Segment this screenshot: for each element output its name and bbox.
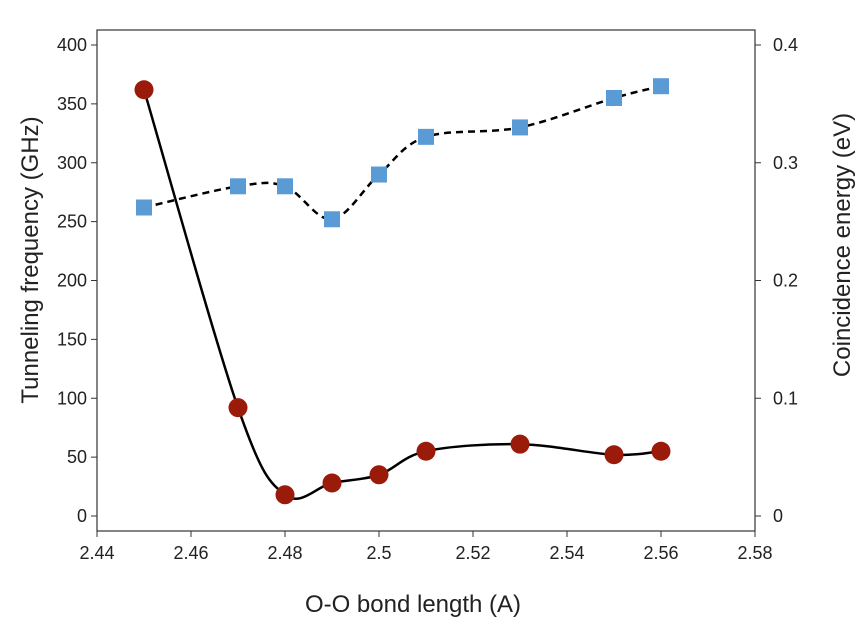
coincidence-energy-point: [512, 119, 528, 136]
left-axis-title: Tunneling frequency (GHz): [17, 116, 44, 403]
x-tick-label: 2.56: [643, 543, 678, 563]
left-tick-label: 100: [57, 388, 87, 408]
left-tick-label: 300: [57, 153, 87, 173]
x-tick-label: 2.54: [549, 543, 584, 563]
right-tick-label: 0: [773, 506, 783, 526]
right-tick-label: 0.4: [773, 35, 798, 55]
coincidence-energy-point: [324, 211, 340, 228]
tunneling-frequency-point: [416, 441, 436, 461]
tunneling-frequency-point: [134, 80, 154, 100]
coincidence-energy-point: [277, 178, 293, 195]
x-tick-label: 2.5: [366, 543, 391, 563]
tunneling-frequency-point: [604, 445, 624, 465]
tunneling-frequency-line: [142, 89, 662, 500]
right-tick-label: 0.3: [773, 153, 798, 173]
x-tick-label: 2.58: [737, 543, 772, 563]
tunneling-frequency-point: [275, 485, 295, 505]
tunneling-frequency-point: [369, 465, 389, 485]
x-axis-title: O-O bond length (A): [305, 591, 521, 618]
left-tick-label: 350: [57, 94, 87, 114]
left-tick-label: 50: [67, 447, 87, 467]
coincidence-energy-point: [371, 166, 387, 183]
x-axis-ticks: 2.44 2.46 2.48 2.5 2.52 2.54 2.56 2.58: [79, 531, 773, 563]
tunneling-frequency-point: [651, 441, 671, 461]
right-tick-label: 0.2: [773, 271, 798, 291]
left-tick-label: 0: [77, 506, 87, 526]
right-axis-ticks: 0 0.1 0.2 0.3 0.4: [755, 35, 798, 526]
tunneling-frequency-point: [228, 398, 248, 418]
series-layer: [134, 78, 671, 505]
coincidence-energy-point: [653, 78, 669, 95]
coincidence-energy-line: [143, 84, 662, 221]
x-tick-label: 2.52: [455, 543, 490, 563]
tunneling-frequency-point: [322, 473, 342, 493]
left-tick-label: 250: [57, 212, 87, 232]
right-tick-label: 0.1: [773, 388, 798, 408]
x-tick-label: 2.46: [173, 543, 208, 563]
x-tick-label: 2.48: [267, 543, 302, 563]
coincidence-energy-point: [136, 199, 152, 216]
x-tick-label: 2.44: [79, 543, 114, 563]
left-tick-label: 150: [57, 329, 87, 349]
left-tick-label: 400: [57, 35, 87, 55]
coincidence-energy-point: [230, 178, 246, 195]
left-axis-ticks: 0 50 100 150 200 250 300 350 400: [57, 35, 97, 526]
left-tick-label: 200: [57, 271, 87, 291]
coincidence-energy-point: [606, 89, 622, 106]
tunneling-frequency-point: [510, 434, 530, 454]
right-axis-title: Coincidence energy (eV): [829, 113, 856, 377]
coincidence-energy-point: [418, 128, 434, 145]
